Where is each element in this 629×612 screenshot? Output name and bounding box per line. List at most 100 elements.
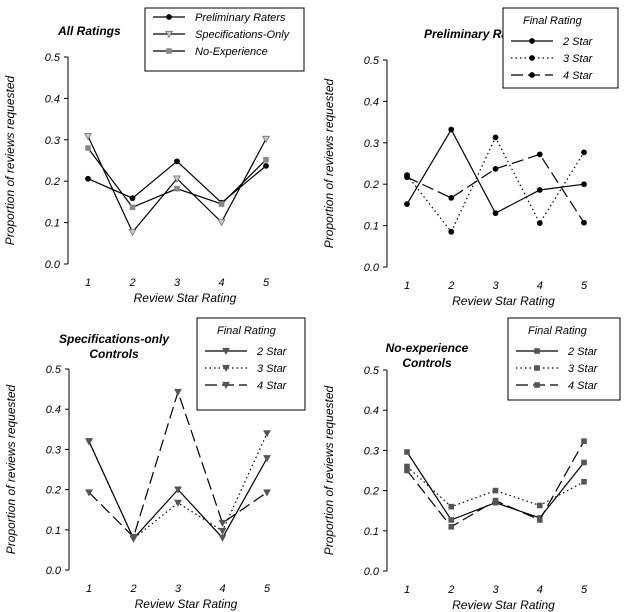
- data-point: [263, 163, 269, 169]
- legend-marker: [534, 365, 540, 371]
- legend-marker: [222, 364, 230, 373]
- x-tick-label: 1: [404, 280, 410, 292]
- legend-marker: [529, 72, 535, 78]
- legend-label: Specifications-Only: [195, 29, 291, 41]
- series-4-star: [85, 388, 271, 542]
- y-tick-label: 0.3: [364, 445, 380, 457]
- y-tick-label: 0.1: [364, 221, 379, 233]
- legend-marker: [529, 55, 535, 61]
- legend-marker: [165, 30, 173, 39]
- data-point: [174, 499, 182, 507]
- legend: Preliminary Raters Specifications-Only No-…: [144, 7, 305, 72]
- series-3-star: [85, 430, 271, 543]
- data-point: [404, 201, 410, 207]
- data-point: [174, 486, 182, 494]
- data-point: [85, 489, 93, 497]
- chart-panel-2: Preliminary Raters0.00.10.20.30.40.5Prop…: [322, 7, 619, 308]
- x-tick-label: 3: [175, 583, 182, 595]
- data-point: [404, 449, 410, 455]
- chart-title-line: Controls: [402, 356, 452, 370]
- x-tick-label: 4: [537, 584, 543, 596]
- series-4-star: [404, 151, 587, 226]
- legend-box: [144, 7, 305, 72]
- data-point: [536, 187, 543, 193]
- data-point: [404, 463, 410, 470]
- data-point: [448, 228, 455, 235]
- legend-marker: [166, 48, 172, 54]
- legend-label: 3 Star: [568, 363, 599, 375]
- x-tick-label: 3: [174, 277, 181, 289]
- series-line: [88, 389, 268, 539]
- y-tick-label: 0.2: [364, 179, 379, 191]
- legend: Final Rating 2 Star 3 Star 4 Star: [196, 317, 306, 411]
- data-point: [536, 151, 543, 158]
- legend-marker: [222, 381, 230, 390]
- x-axis-label: Review Star Rating: [135, 597, 238, 611]
- data-point: [263, 489, 271, 497]
- legend-label: 2 Star: [567, 346, 599, 358]
- data-point: [581, 219, 587, 226]
- data-point: [448, 503, 455, 510]
- series-2-star: [404, 126, 587, 217]
- data-point: [448, 126, 455, 133]
- y-tick-label: 0.3: [364, 138, 380, 150]
- x-axis-label: Review Star Rating: [134, 291, 237, 305]
- x-tick-label: 5: [263, 277, 270, 289]
- legend-marker: [534, 348, 540, 354]
- series-line: [406, 136, 585, 233]
- y-tick-label: 0.0: [46, 565, 62, 577]
- legend: Final Rating 2 Star 3 Star 4 Star: [507, 317, 621, 401]
- x-tick-label: 2: [128, 277, 135, 289]
- legend-label: 3 Star: [563, 53, 594, 65]
- data-point: [129, 533, 138, 542]
- data-point: [128, 229, 137, 237]
- y-tick-label: 0.4: [364, 405, 379, 417]
- y-tick-label: 0.5: [46, 364, 62, 376]
- data-point: [404, 467, 410, 474]
- y-tick-label: 0.3: [45, 135, 61, 147]
- series-line: [406, 440, 585, 528]
- x-tick-label: 5: [581, 280, 588, 292]
- legend-marker: [222, 347, 230, 356]
- data-point: [174, 158, 180, 165]
- data-point: [492, 497, 499, 504]
- y-tick-label: 0.4: [46, 404, 61, 416]
- data-point: [448, 194, 455, 201]
- y-tick-label: 0.5: [364, 55, 380, 67]
- data-point: [492, 166, 499, 172]
- legend-label: 3 Star: [257, 363, 288, 375]
- x-tick-label: 5: [581, 584, 588, 596]
- legend-marker: [166, 14, 172, 20]
- x-axis-label: Review Star Rating: [452, 294, 555, 308]
- data-point: [581, 478, 587, 485]
- chart-title-line: All Ratings: [57, 24, 121, 38]
- x-tick-label: 1: [85, 277, 91, 289]
- data-point: [263, 455, 271, 463]
- y-axis-label: Proportion of reviews requested: [322, 385, 336, 555]
- chart-title: Specifications-only Controls: [59, 332, 170, 361]
- legend-marker: [529, 38, 535, 44]
- chart-title: All Ratings: [57, 24, 121, 38]
- y-tick-label: 0.1: [364, 526, 379, 538]
- data-point: [174, 185, 180, 192]
- y-tick-label: 0.0: [45, 259, 61, 271]
- legend: Final Rating 2 Star 3 Star 4 Star: [502, 7, 619, 89]
- legend-marker: [534, 382, 540, 388]
- legend-label: 4 Star: [568, 380, 599, 392]
- x-tick-label: 4: [218, 277, 224, 289]
- data-point: [536, 220, 543, 226]
- series-line: [88, 433, 268, 540]
- chart-panel-3: Specifications-only Controls 0.0 0.1 0.2 0.3 0…: [4, 317, 306, 611]
- data-point: [263, 156, 269, 163]
- data-point: [85, 175, 91, 182]
- y-tick-label: 0.3: [46, 444, 62, 456]
- y-tick-label: 0.4: [364, 96, 379, 108]
- legend-label: 4 Star: [563, 70, 594, 82]
- legend-label: No-Experience: [195, 46, 268, 58]
- x-tick-label: 5: [264, 583, 271, 595]
- data-point: [218, 519, 227, 527]
- y-tick-label: 0.2: [45, 176, 60, 188]
- series-2-star: [85, 438, 271, 543]
- chart-title-line: Controls: [89, 347, 139, 361]
- data-point: [581, 181, 587, 188]
